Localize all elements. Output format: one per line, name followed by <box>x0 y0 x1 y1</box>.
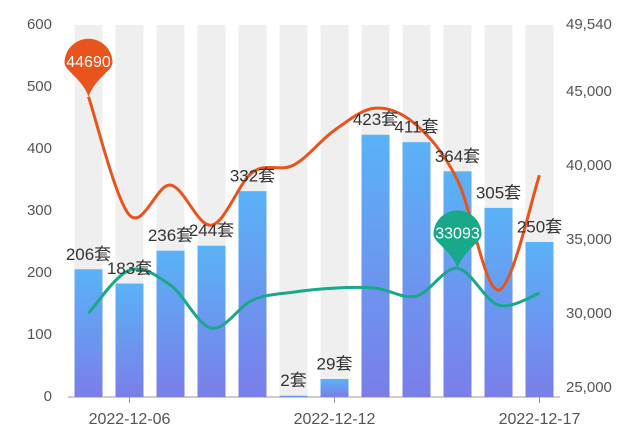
data-label: 332套 <box>230 167 275 186</box>
pin: 44690 <box>64 38 113 97</box>
y-tick-label: 500 <box>27 78 52 95</box>
bar <box>320 379 349 397</box>
y-tick-label: 100 <box>27 326 52 343</box>
y2-tick-label: 49,540 <box>566 16 612 33</box>
bar <box>156 250 185 397</box>
bar <box>484 207 513 397</box>
bar <box>525 242 554 397</box>
bar <box>74 269 103 397</box>
y2-tick-label: 35,000 <box>566 231 612 248</box>
column-bg <box>279 25 308 397</box>
pin-shape <box>433 210 482 269</box>
y-tick-label: 0 <box>44 388 52 405</box>
data-label: 29套 <box>317 355 353 374</box>
line <box>87 96 541 292</box>
y2-tick-label: 30,000 <box>566 305 612 322</box>
y2-tick-label: 45,000 <box>566 83 612 100</box>
data-label: 250套 <box>517 217 562 236</box>
pin: 33093 <box>433 210 482 269</box>
column-bg <box>320 25 349 397</box>
data-label: 411套 <box>394 118 438 137</box>
bar <box>279 395 308 397</box>
pin-label: 44690 <box>66 54 111 71</box>
bar <box>238 191 267 397</box>
data-label: 244套 <box>189 221 234 240</box>
y2-tick-label: 25,000 <box>566 379 612 396</box>
pin-label: 33093 <box>435 226 480 243</box>
data-label: 423套 <box>353 110 398 129</box>
pin-shape <box>64 38 113 97</box>
x-tick-label: 2022-12-12 <box>294 411 376 428</box>
x-tick-label: 2022-12-06 <box>89 411 171 428</box>
bar <box>115 283 144 397</box>
y-tick-label: 200 <box>27 264 52 281</box>
data-label: 364套 <box>435 147 480 166</box>
y-tick-label: 400 <box>27 140 52 157</box>
y2-tick-label: 40,000 <box>566 157 612 174</box>
bar <box>402 142 431 397</box>
y-tick-label: 600 <box>27 16 52 33</box>
data-label: 206套 <box>66 245 111 264</box>
x-tick-label: 2022-12-17 <box>499 411 581 428</box>
data-label: 2套 <box>280 371 306 390</box>
bar <box>361 134 390 398</box>
data-label: 305套 <box>476 183 521 202</box>
data-label: 236套 <box>148 226 193 245</box>
line <box>87 266 541 330</box>
y-tick-label: 300 <box>27 202 52 219</box>
data-label: 183套 <box>107 259 152 278</box>
